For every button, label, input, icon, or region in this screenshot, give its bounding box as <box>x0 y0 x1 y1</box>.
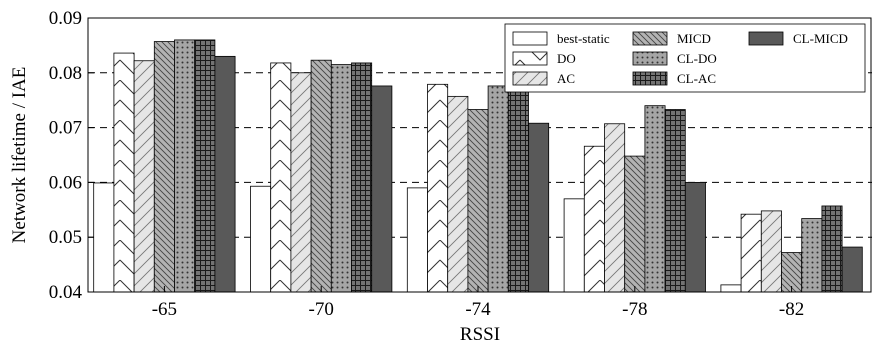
x-tick-label: -65 <box>152 299 177 320</box>
bar-cl-do-70 <box>330 64 352 293</box>
y-tick-label: 0.07 <box>49 118 82 139</box>
legend-label: AC <box>557 71 575 86</box>
legend-label: best-static <box>557 31 610 46</box>
bar-best-static-65 <box>93 182 115 293</box>
legend-item-do: DO <box>512 51 576 66</box>
bar-cl-micd-74 <box>528 122 550 293</box>
bar-cl-micd-70 <box>371 85 393 293</box>
bar-do-65 <box>113 52 135 293</box>
bar-ac-70 <box>290 72 312 293</box>
bars <box>93 39 863 293</box>
legend-label: CL-DO <box>677 51 717 66</box>
legend-label: CL-AC <box>677 71 716 86</box>
bar-cl-do-65 <box>174 39 196 293</box>
legend-swatch <box>748 31 784 46</box>
legend-swatch <box>512 51 548 66</box>
bar-micd-78 <box>624 155 646 293</box>
legend-item-cl-ac: CL-AC <box>632 71 716 86</box>
legend-item-ac: AC <box>512 71 575 86</box>
bar-best-static-74 <box>406 187 428 293</box>
bar-micd-74 <box>467 109 489 293</box>
legend-swatch <box>512 71 548 86</box>
bar-best-static-82 <box>720 284 742 293</box>
bar-ac-65 <box>133 60 155 293</box>
y-axis: 0.04 0.05 0.06 0.07 0.08 0.09 <box>49 8 94 303</box>
bar-micd-70 <box>310 59 332 293</box>
legend-swatch <box>632 51 668 66</box>
bar-cl-ac-74 <box>507 80 529 293</box>
legend-label: MICD <box>677 31 711 46</box>
x-tick-label: -74 <box>465 299 491 320</box>
bar-cl-ac-70 <box>351 62 373 293</box>
bar-do-78 <box>583 145 605 293</box>
y-tick-label: 0.08 <box>49 63 82 84</box>
bar-cl-micd-82 <box>841 246 863 293</box>
y-tick-label: 0.09 <box>49 8 82 29</box>
legend-label: CL-MICD <box>793 31 848 46</box>
bar-cl-ac-78 <box>664 109 686 293</box>
bar-ac-82 <box>760 210 782 293</box>
legend: best-static DO AC MICD CL-DO CL-AC CL-MICD <box>504 23 866 93</box>
legend-item-cl-do: CL-DO <box>632 51 717 66</box>
legend-item-micd: MICD <box>632 31 711 46</box>
bar-cl-do-78 <box>644 105 666 293</box>
legend-swatch <box>632 71 668 86</box>
x-tick-label: -82 <box>779 299 804 320</box>
y-tick-label: 0.06 <box>49 172 82 193</box>
y-tick-label: 0.04 <box>49 282 83 303</box>
bar-do-74 <box>427 83 449 293</box>
bar-ac-78 <box>604 123 626 293</box>
legend-item-cl-micd: CL-MICD <box>748 31 848 46</box>
bar-cl-micd-78 <box>684 181 706 293</box>
bar-cl-ac-65 <box>194 39 216 293</box>
bar-best-static-78 <box>563 198 585 293</box>
bar-ac-74 <box>447 95 469 293</box>
bar-micd-65 <box>153 41 175 293</box>
legend-label: DO <box>557 51 576 66</box>
y-axis-title: Network lifetime / IAE <box>9 67 30 244</box>
bar-cl-do-74 <box>487 85 509 293</box>
bar-do-70 <box>270 62 292 293</box>
legend-item-best-static: best-static <box>512 31 610 46</box>
legend-swatch <box>632 31 668 46</box>
bar-cl-do-82 <box>801 218 823 293</box>
bar-do-82 <box>740 213 762 293</box>
legend-box <box>504 23 866 93</box>
bar-best-static-70 <box>250 185 272 293</box>
x-tick-label: -78 <box>622 299 647 320</box>
y-tick-label: 0.05 <box>49 227 82 248</box>
x-axis-title: RSSI <box>460 324 500 345</box>
plot-frame <box>87 17 872 293</box>
legend-swatch <box>512 31 548 46</box>
x-tick-label: -70 <box>309 299 334 320</box>
x-axis: -65 -70 -74 -78 -82 <box>152 286 804 320</box>
bar-cl-ac-82 <box>821 205 843 293</box>
bar-cl-micd-65 <box>214 55 236 293</box>
